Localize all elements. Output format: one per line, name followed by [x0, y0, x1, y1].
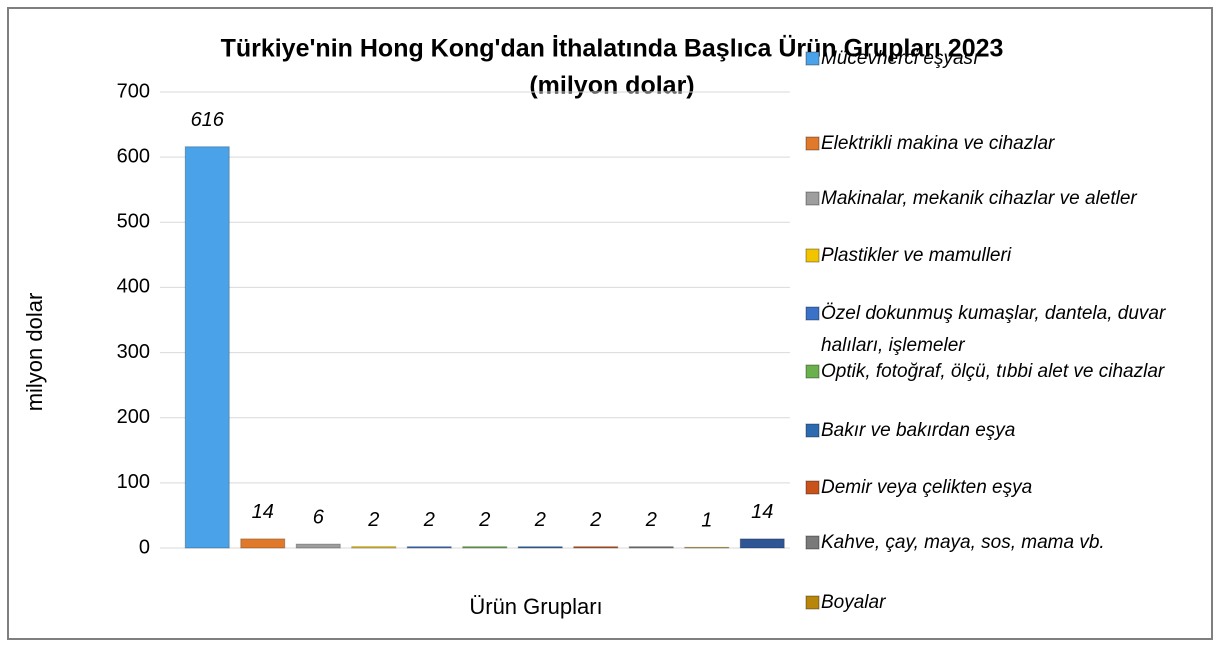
- y-tick-label: 500: [117, 211, 150, 233]
- bar: [295, 543, 341, 549]
- y-tick-label: 300: [117, 341, 150, 363]
- data-label: 2: [478, 509, 490, 531]
- legend-swatch: [805, 535, 820, 550]
- chart-subtitle: (milyon dolar): [529, 72, 694, 100]
- data-label: 616: [191, 109, 225, 131]
- y-tick-label: 0: [139, 536, 150, 558]
- data-label: 2: [367, 509, 379, 531]
- legend-swatch: [805, 51, 820, 66]
- bar: [462, 546, 508, 549]
- bar: [684, 546, 730, 549]
- chart-title: Türkiye'nin Hong Kong'dan İthalatında Ba…: [221, 34, 1004, 63]
- data-label: 6: [313, 506, 325, 528]
- legend-label: Özel dokunmuş kumaşlar, dantela, duvar h…: [821, 303, 1166, 356]
- bar: [739, 538, 785, 549]
- y-tick-label: 700: [117, 80, 150, 102]
- bar: [240, 538, 286, 549]
- y-tick-label: 400: [117, 276, 150, 298]
- legend-item: Plastikler ve mamulleri: [821, 245, 1012, 266]
- legend-swatch: [805, 306, 820, 321]
- bar: [517, 546, 563, 549]
- bar: [573, 546, 619, 549]
- legend-item: Makinalar, mekanik cihazlar ve aletler: [821, 188, 1137, 209]
- legend-swatch: [805, 191, 820, 206]
- y-tick-label: 600: [117, 145, 150, 167]
- legend-label: Optik, fotoğraf, ölçü, tıbbi alet ve cih…: [821, 361, 1165, 382]
- legend-item: Elektrikli makina ve cihazlar: [821, 133, 1055, 154]
- y-tick-label: 100: [117, 471, 150, 493]
- bar: [351, 546, 397, 549]
- legend-label: Bakır ve bakırdan eşya: [821, 420, 1016, 441]
- legend-item: Bakır ve bakırdan eşya: [821, 420, 1016, 441]
- legend-item: Boyalar: [821, 592, 886, 613]
- data-label: 2: [589, 509, 601, 531]
- data-label: 2: [645, 509, 657, 531]
- legend-swatch: [805, 480, 820, 495]
- legend-item: Demir veya çelikten eşya: [821, 477, 1033, 498]
- legend-swatch: [805, 423, 820, 438]
- y-tick-label: 200: [117, 406, 150, 428]
- data-label: 14: [751, 501, 773, 523]
- x-axis-label: Ürün Grupları: [469, 594, 602, 619]
- legend-label: Elektrikli makina ve cihazlar: [821, 133, 1055, 154]
- y-axis-label: milyon dolar: [22, 293, 47, 412]
- legend-swatch: [805, 364, 820, 379]
- bar: [184, 146, 230, 549]
- legend-label: Mücevherci eşyası: [821, 48, 979, 69]
- legend-label: Boyalar: [821, 592, 886, 613]
- data-label: 14: [252, 501, 274, 523]
- legend-label: Plastikler ve mamulleri: [821, 245, 1012, 266]
- legend-swatch: [805, 248, 820, 263]
- legend-item: Özel dokunmuş kumaşlar, dantela, duvar h…: [821, 303, 1166, 356]
- legend-item: Optik, fotoğraf, ölçü, tıbbi alet ve cih…: [821, 361, 1165, 382]
- data-label: 2: [534, 509, 546, 531]
- legend-item: Mücevherci eşyası: [821, 48, 979, 69]
- legend-swatch: [805, 595, 820, 610]
- bar: [628, 546, 674, 549]
- legend-item: Kahve, çay, maya, sos, mama vb.: [821, 532, 1105, 553]
- legend-label: Makinalar, mekanik cihazlar ve aletler: [821, 188, 1137, 209]
- data-label: 1: [701, 510, 712, 532]
- legend-swatch: [805, 136, 820, 151]
- bar: [406, 546, 452, 549]
- legend-label: Demir veya çelikten eşya: [821, 477, 1033, 498]
- legend-label: Kahve, çay, maya, sos, mama vb.: [821, 532, 1105, 553]
- data-label: 2: [423, 509, 435, 531]
